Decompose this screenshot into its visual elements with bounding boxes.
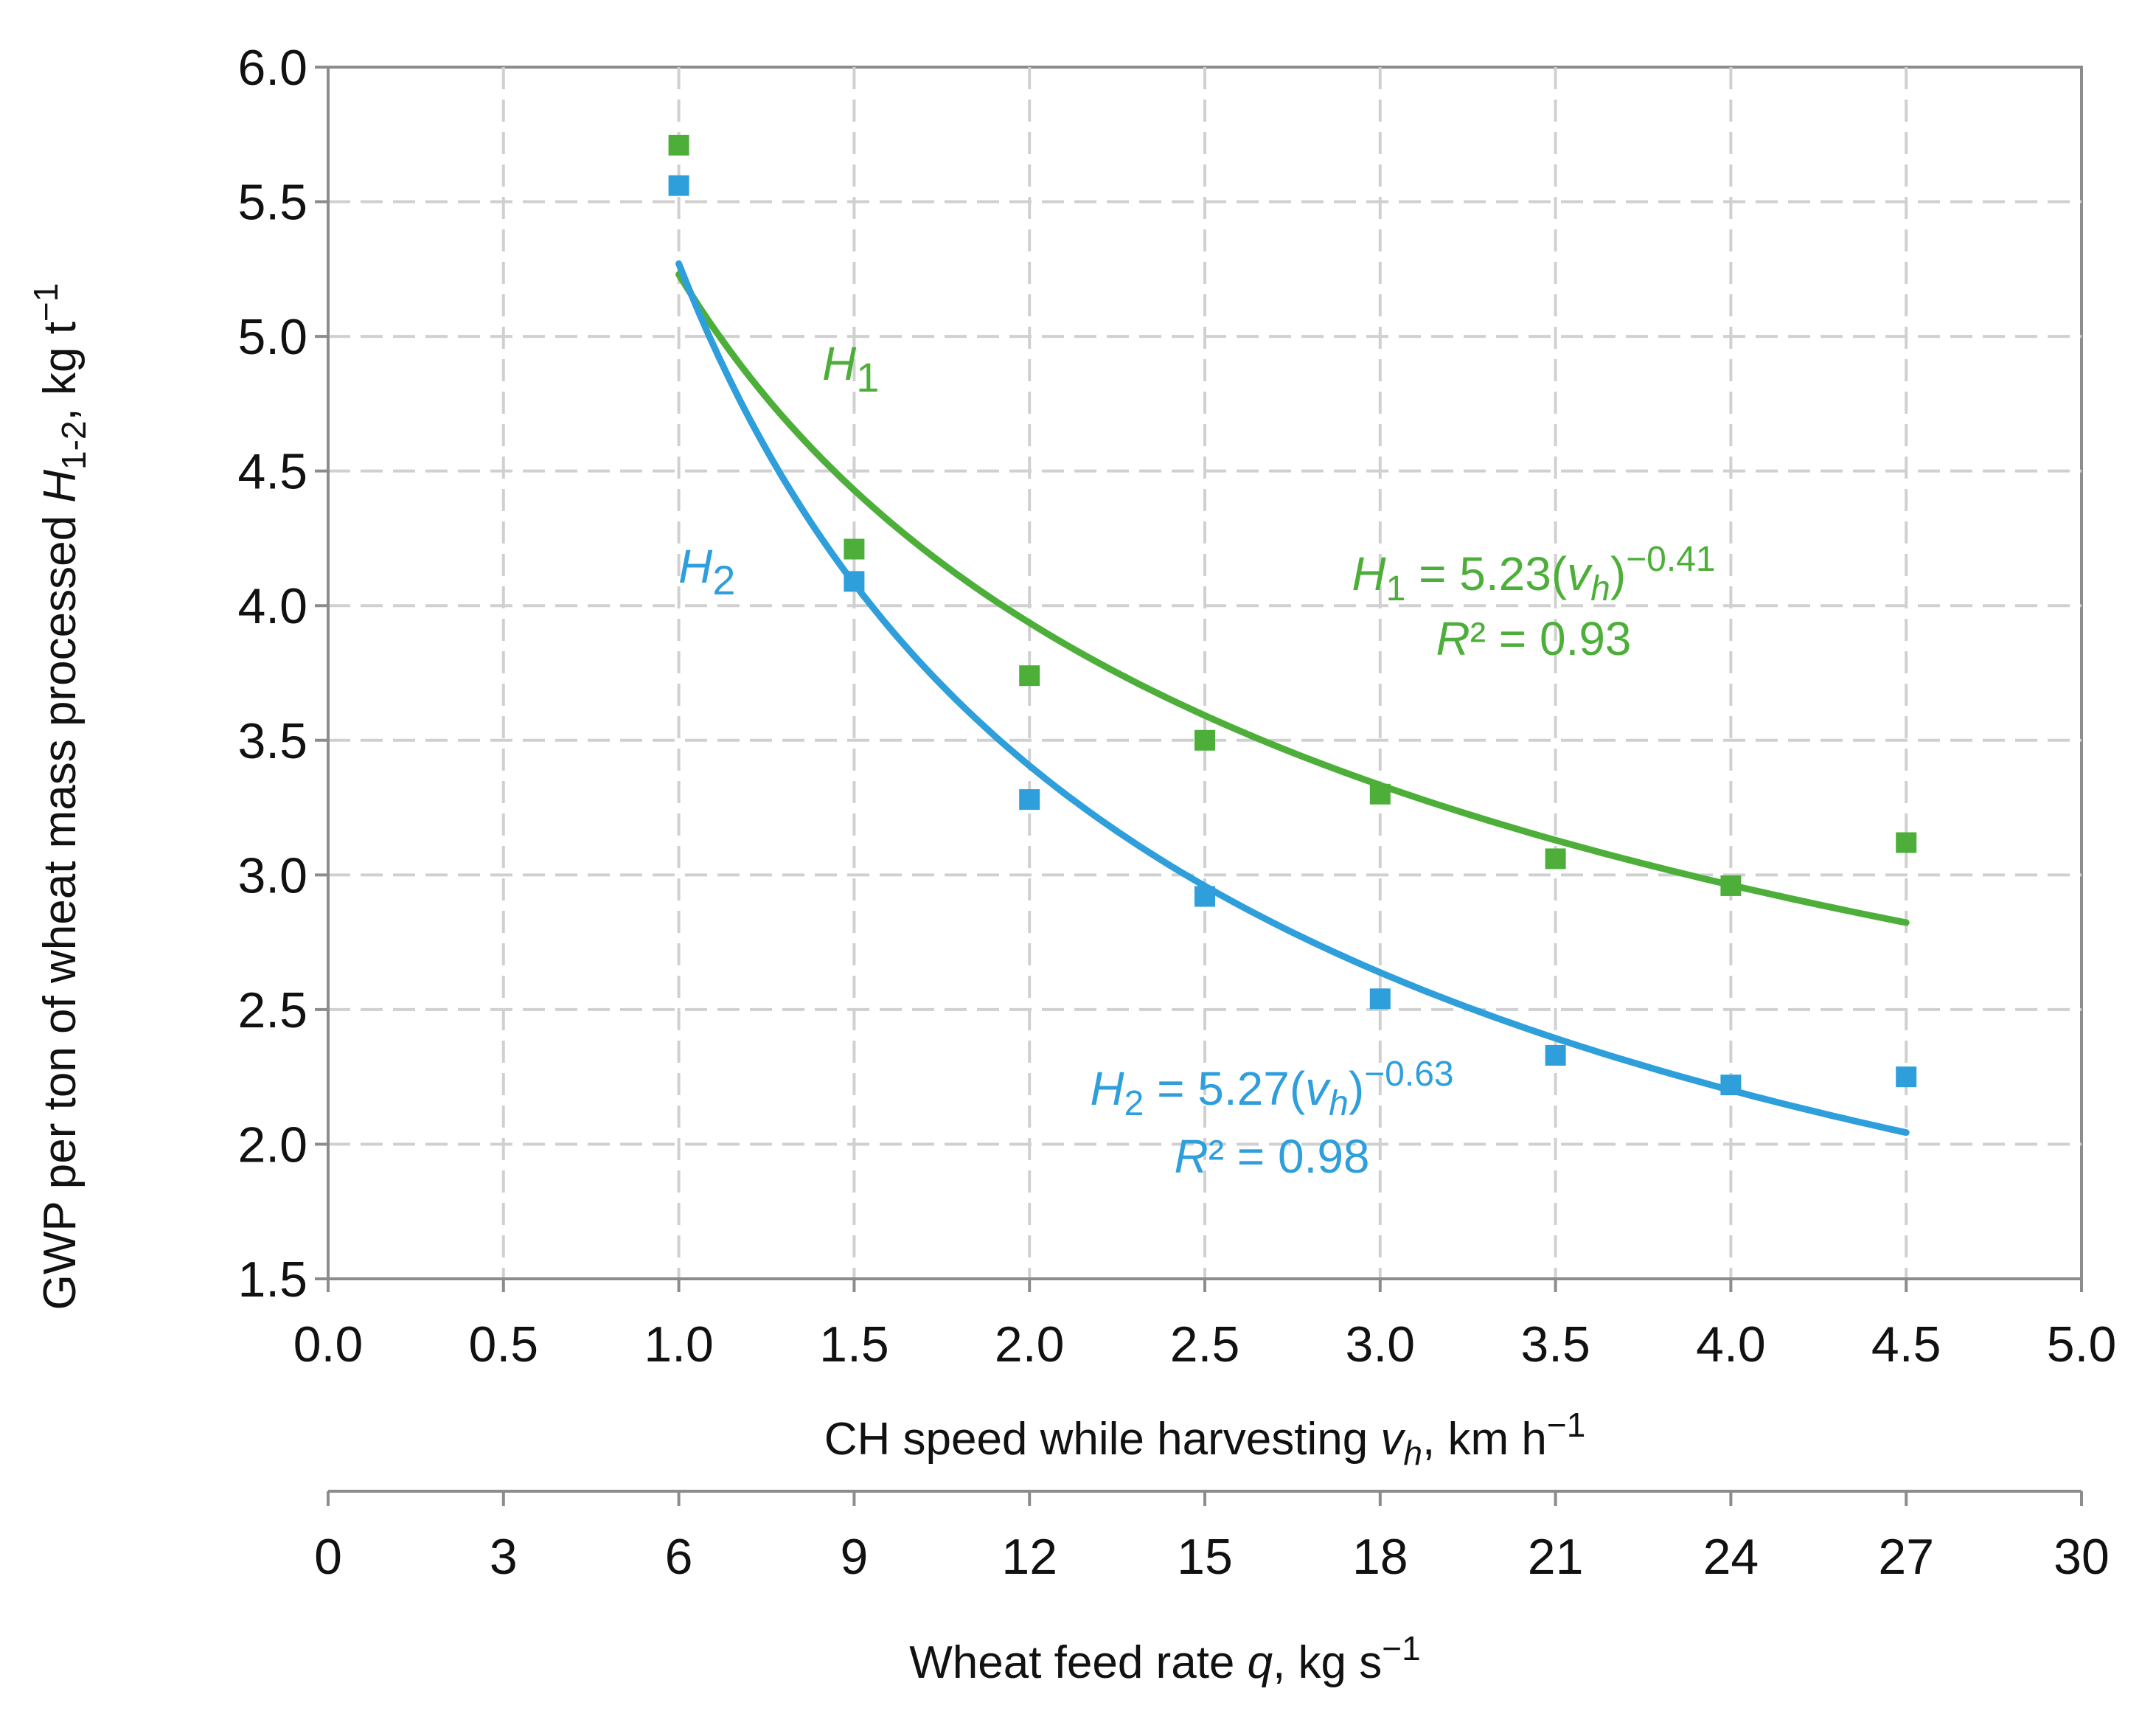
data-point-h1 <box>668 134 689 156</box>
x-axis-title: CH speed while harvesting vh, km h−1 <box>824 1406 1586 1472</box>
y-tick-label: 5.5 <box>237 175 307 231</box>
x-tick-label: 1.0 <box>644 1316 714 1372</box>
x-tick-label: 2.5 <box>1170 1316 1240 1372</box>
r-squared-h2: R² = 0.98 <box>1174 1130 1369 1183</box>
y-tick-label: 5.0 <box>237 309 307 365</box>
data-point-h2 <box>1720 1075 1742 1096</box>
y-axis-title: GWP per ton of wheat mass processed H1-2… <box>27 283 93 1311</box>
y-tick-label: 4.0 <box>237 578 307 634</box>
secondary-x-axis-title: Wheat feed rate q, kg s−1 <box>909 1629 1420 1688</box>
x-tick-label: 0.0 <box>293 1316 364 1372</box>
x2-tick-label: 24 <box>1703 1529 1759 1585</box>
y-axis-ticks: 1.5 2.0 2.5 3.0 3.5 4.0 4.5 5.0 5.5 6.0 <box>237 40 328 1308</box>
data-point-h1 <box>1720 875 1742 896</box>
x-tick-label: 4.5 <box>1871 1316 1941 1372</box>
data-point-h2 <box>1545 1044 1566 1066</box>
fit-curve-h2 <box>675 260 1910 1136</box>
x2-tick-label: 6 <box>665 1529 693 1585</box>
y-tick-label: 4.5 <box>237 444 307 500</box>
data-point-h2 <box>1369 988 1391 1010</box>
x-tick-label: 3.0 <box>1346 1316 1416 1372</box>
x-axis-ticks: 0.0 0.5 1.0 1.5 2.0 2.5 3.0 3.5 4.0 4.5 5.0 <box>293 1279 2117 1372</box>
x-tick-label: 0.5 <box>469 1316 539 1372</box>
data-point-h1 <box>1545 848 1566 870</box>
y-tick-label: 2.5 <box>237 982 307 1038</box>
data-point-h2 <box>1195 886 1215 907</box>
r-squared-h1: R² = 0.93 <box>1436 612 1631 665</box>
fit-curve-h1 <box>675 271 1910 926</box>
x-tick-label: 1.5 <box>819 1316 889 1372</box>
x-tick-label: 4.0 <box>1696 1316 1766 1372</box>
series-label-h2: H2 <box>678 540 735 603</box>
y-tick-label: 6.0 <box>237 40 307 96</box>
x2-tick-label: 12 <box>1001 1529 1057 1585</box>
x2-tick-label: 9 <box>840 1529 868 1585</box>
data-point-h2 <box>668 175 689 196</box>
data-point-h1 <box>1019 665 1040 687</box>
secondary-x-axis: 0 3 6 9 12 15 18 21 24 27 30 <box>314 1490 2110 1585</box>
data-point-h2 <box>1896 1066 1917 1088</box>
data-point-h2 <box>844 571 865 592</box>
data-points <box>668 134 1917 1096</box>
x2-tick-label: 30 <box>2054 1529 2110 1585</box>
y-tick-label: 1.5 <box>237 1252 307 1308</box>
data-point-h2 <box>1019 789 1040 811</box>
equation-h2: H2 = 5.27(vh)−0.63 <box>1090 1055 1453 1123</box>
data-point-h1 <box>1896 832 1917 853</box>
y-tick-label: 2.0 <box>237 1117 307 1173</box>
data-point-h1 <box>1195 729 1215 751</box>
x-tick-label: 3.5 <box>1520 1316 1590 1372</box>
x2-tick-label: 21 <box>1528 1529 1584 1585</box>
x2-tick-label: 0 <box>314 1529 342 1585</box>
data-point-h1 <box>1369 783 1391 805</box>
x2-tick-label: 3 <box>490 1529 518 1585</box>
data-point-h1 <box>844 538 865 560</box>
x-tick-label: 2.0 <box>995 1316 1065 1372</box>
fit-curves <box>675 260 1910 1136</box>
x-tick-label: 5.0 <box>2047 1316 2117 1372</box>
y-tick-label: 3.5 <box>237 713 307 769</box>
x2-tick-label: 15 <box>1177 1529 1233 1585</box>
equation-h1: H1 = 5.23(vh)−0.41 <box>1352 540 1715 608</box>
x2-tick-label: 27 <box>1878 1529 1934 1585</box>
y-tick-label: 3.0 <box>237 847 307 903</box>
series-label-h1: H1 <box>822 337 879 400</box>
x2-tick-label: 18 <box>1352 1529 1408 1585</box>
